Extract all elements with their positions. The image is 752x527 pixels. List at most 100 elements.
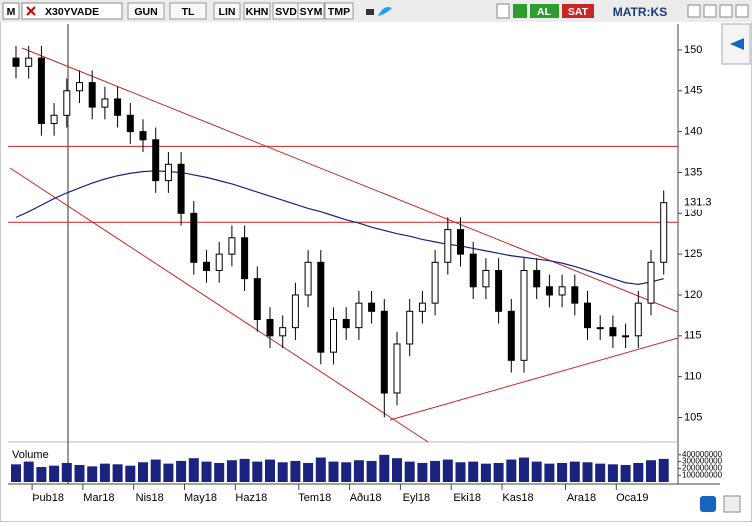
volume-bar: [493, 462, 504, 482]
candle-body: [457, 229, 464, 255]
candle-body: [545, 286, 553, 296]
volume-bar: [607, 464, 618, 482]
close[interactable]: [735, 4, 749, 18]
app-icon-text: M: [7, 6, 16, 18]
volume-bar: [112, 464, 123, 482]
volume-bar: [480, 463, 491, 482]
x-tick-label: Mar18: [83, 492, 114, 504]
maximize[interactable]: [703, 4, 717, 18]
volume-bar: [36, 467, 47, 482]
brand: MATR:KS: [613, 5, 667, 19]
dropdown-arrow[interactable]: [366, 9, 374, 15]
page-icon[interactable]: [496, 3, 510, 19]
last-price-box: [679, 195, 713, 210]
toolbar-button[interactable]: [127, 2, 165, 20]
candle-body: [495, 269, 503, 312]
volume-bar: [404, 461, 415, 482]
candle-body: [380, 310, 388, 394]
candle-body: [330, 318, 337, 353]
candle-body: [25, 57, 33, 67]
candle-body: [520, 269, 528, 361]
y-tick-label: 125: [684, 248, 702, 260]
volume-bar: [430, 460, 441, 482]
candle-body: [266, 318, 274, 337]
volume-bar: [658, 458, 669, 482]
candle-body: [164, 163, 172, 182]
sell-button[interactable]: [562, 4, 594, 18]
app-icon[interactable]: [2, 2, 20, 20]
trendline: [9, 167, 429, 443]
candle-body: [76, 82, 83, 92]
minimize[interactable]: [687, 4, 701, 18]
volume-bar: [11, 464, 21, 482]
y-tick-label: 140: [684, 126, 702, 138]
candle-body: [241, 237, 249, 280]
sync-icon[interactable]: [700, 496, 716, 512]
restore[interactable]: [719, 4, 733, 18]
buy-label: AL: [537, 6, 552, 18]
volume-bar: [125, 465, 136, 482]
toolbar-button[interactable]: [324, 2, 354, 20]
moving-average: [15, 170, 664, 285]
toolbar-button[interactable]: [243, 2, 271, 20]
volume-bar: [99, 463, 110, 482]
y-tick-label: 120: [684, 289, 702, 301]
volume-bar: [417, 462, 428, 482]
candle-body: [431, 261, 439, 304]
volume-bar: [506, 459, 517, 482]
volume-bar: [49, 465, 60, 482]
volume-bar: [633, 462, 644, 482]
candle-body: [596, 327, 604, 330]
close-icon: [26, 6, 36, 16]
toolbar-button-label: KHN: [246, 6, 269, 18]
volume-tick-label: 200000000: [682, 464, 723, 473]
refresh-icon[interactable]: [513, 4, 527, 18]
volume-bar: [252, 461, 263, 482]
sell-label: SAT: [568, 6, 589, 18]
candle-body: [12, 57, 20, 67]
volume-bar: [392, 458, 402, 482]
toolbar-button[interactable]: [297, 2, 325, 20]
toolbar-button[interactable]: [169, 2, 207, 20]
y-tick-label: 105: [684, 411, 702, 423]
candle-body: [152, 139, 160, 182]
candle-body: [88, 82, 96, 108]
volume-bar: [595, 463, 606, 482]
settings-icon[interactable]: [723, 495, 741, 513]
volume-bar: [61, 462, 72, 482]
volume-tick-label: 100000000: [682, 470, 723, 479]
buy-button[interactable]: [530, 4, 559, 18]
volume-bar: [519, 457, 529, 482]
toolbar-button[interactable]: [213, 2, 241, 20]
x-tick-label: Haz18: [235, 492, 267, 504]
toolbar-button-label: TMP: [328, 6, 350, 18]
x-tick-label: May18: [184, 492, 217, 504]
side-arrow: [730, 38, 744, 50]
candle-body: [444, 229, 452, 263]
toolbar-button-label: SYM: [300, 6, 323, 18]
volume-bar: [620, 465, 631, 482]
x-tick-label: Oca19: [616, 492, 648, 504]
x-tick-label: Nis18: [136, 492, 164, 504]
candle-body: [342, 318, 350, 329]
candle-body: [139, 131, 147, 141]
volume-bar: [557, 462, 568, 482]
volume-bar: [188, 458, 199, 482]
candle-body: [368, 302, 376, 312]
volume-bar: [265, 459, 275, 482]
y-tick-label: 135: [684, 166, 702, 178]
candle-body: [418, 302, 426, 312]
toolbar-button-label: SVD: [275, 6, 297, 18]
volume-bar: [569, 461, 580, 482]
toolbar-button-label: GUN: [134, 6, 157, 18]
volume-bar: [303, 462, 314, 482]
candle-body: [647, 261, 655, 304]
volume-label: Volume: [12, 449, 49, 461]
volume-bar: [214, 462, 225, 482]
twitter-icon[interactable]: [378, 7, 392, 16]
symbol-box[interactable]: [21, 2, 123, 20]
volume-bar: [290, 460, 301, 482]
candle-body: [482, 269, 490, 288]
candle-body: [228, 237, 236, 255]
volume-bar: [328, 461, 339, 482]
